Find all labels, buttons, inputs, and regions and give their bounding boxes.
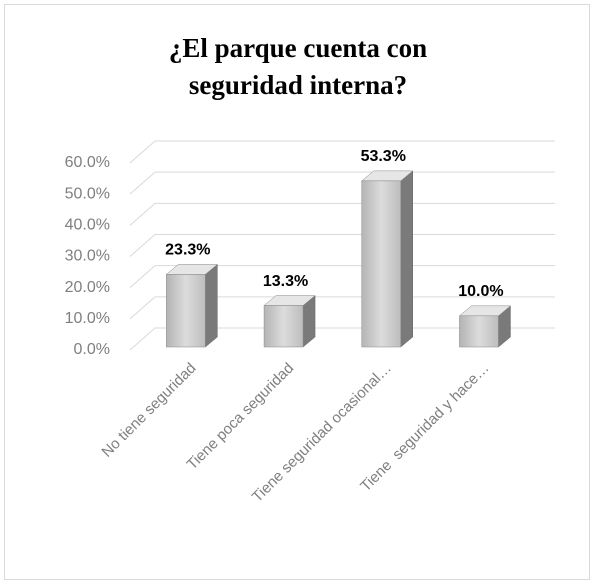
- grid-line: [129, 234, 555, 257]
- bar-side: [205, 263, 218, 348]
- data-label: 23.3%: [165, 242, 210, 259]
- chart-border: [4, 4, 590, 580]
- grid-line: [129, 265, 555, 289]
- bar: [166, 274, 206, 348]
- bar-side: [400, 170, 413, 348]
- data-label: 53.3%: [361, 148, 406, 165]
- y-tick-label: 40.0%: [65, 217, 110, 234]
- data-label: 10.0%: [458, 283, 503, 300]
- grid-line: [129, 171, 555, 195]
- grid-line: [129, 140, 555, 164]
- bar: [361, 180, 401, 348]
- grid-line: [129, 327, 555, 351]
- grid-line: [129, 202, 555, 226]
- y-tick-label: 20.0%: [65, 279, 110, 296]
- bar: [459, 315, 499, 348]
- y-tick-label: 0.0%: [74, 341, 110, 358]
- grid-line: [129, 296, 555, 320]
- chart-title: ¿El parque cuenta con seguridad interna?: [168, 33, 428, 100]
- y-tick-label: 60.0%: [65, 154, 110, 171]
- data-label: 13.3%: [263, 273, 308, 290]
- y-tick-label: 50.0%: [65, 185, 110, 202]
- y-tick-label: 30.0%: [65, 248, 110, 265]
- y-tick-label: 10.0%: [65, 310, 110, 327]
- x-tick-label: No tiene seguridad: [98, 360, 199, 461]
- x-tick-label: Tiene poca seguridad: [184, 360, 298, 474]
- bar: [263, 305, 304, 348]
